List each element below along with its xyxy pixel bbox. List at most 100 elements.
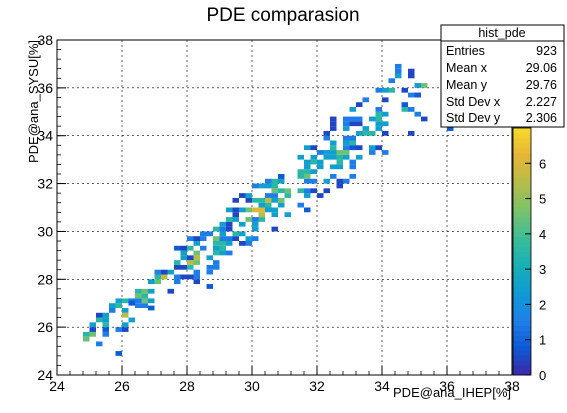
heatmap-cell: [343, 117, 350, 122]
palette-band: [513, 355, 531, 360]
heatmap-cell: [83, 332, 90, 337]
heatmap-cells: [83, 64, 454, 356]
palette-band: [513, 202, 531, 207]
heatmap-cell: [298, 155, 305, 160]
heatmap-cell: [421, 117, 428, 122]
palette-band: [513, 232, 531, 237]
heatmap-cell: [408, 74, 415, 79]
heatmap-cell: [246, 193, 253, 198]
heatmap-cell: [239, 241, 246, 246]
palette-band: [513, 276, 531, 281]
palette-band: [513, 212, 531, 217]
heatmap-cell: [382, 131, 389, 136]
heatmap-cell: [382, 112, 389, 117]
heatmap-cell: [259, 217, 266, 222]
heatmap-cell: [129, 318, 136, 323]
heatmap-cell: [213, 246, 220, 251]
y-tick-label: 32: [37, 176, 53, 192]
palette-band: [513, 296, 531, 301]
heatmap-cell: [376, 145, 383, 150]
heatmap-cell: [343, 121, 350, 126]
heatmap-cell: [239, 208, 246, 213]
heatmap-cell: [252, 184, 259, 189]
heatmap-cell: [96, 318, 103, 323]
palette-band: [513, 192, 531, 197]
heatmap-cell: [213, 260, 220, 265]
heatmap-cell: [213, 241, 220, 246]
heatmap-cell: [285, 212, 292, 217]
heatmap-cell: [343, 136, 350, 141]
heatmap-cell: [343, 150, 350, 155]
heatmap-cell: [298, 203, 305, 208]
stats-box: hist_pde Entries 923 Mean x 29.06 Mean y…: [441, 25, 564, 127]
palette-band: [513, 177, 531, 182]
heatmap-cell: [317, 164, 324, 169]
heatmap-cell: [389, 88, 396, 93]
heatmap-cell: [213, 227, 220, 232]
palette-tick-label: 1: [539, 333, 546, 348]
stats-std-x-value: 2.227: [526, 95, 557, 109]
palette-band: [513, 340, 531, 345]
heatmap-cell: [317, 150, 324, 155]
heatmap-cell: [246, 208, 253, 213]
heatmap-cell: [103, 332, 110, 337]
heatmap-cell: [356, 117, 363, 122]
palette-band: [513, 197, 531, 202]
heatmap-cell: [252, 217, 259, 222]
y-tick-label: 24: [37, 367, 53, 383]
heatmap-cell: [278, 188, 285, 193]
heatmap-cell: [122, 298, 129, 303]
heatmap-cell: [233, 231, 240, 236]
heatmap-cell: [103, 313, 110, 318]
palette-band: [513, 237, 531, 242]
palette-band: [513, 311, 531, 316]
heatmap-cell: [194, 279, 201, 284]
stats-std-y-label: Std Dev y: [446, 111, 501, 125]
heatmap-cell: [239, 231, 246, 236]
heatmap-cell: [395, 69, 402, 74]
heatmap-cell: [187, 236, 194, 241]
stats-entries-value: 923: [536, 44, 557, 58]
heatmap-cell: [96, 313, 103, 318]
heatmap-cell: [382, 150, 389, 155]
heatmap-cell: [135, 303, 142, 308]
palette-band: [513, 242, 531, 247]
heatmap-cell: [311, 179, 318, 184]
heatmap-cell: [194, 260, 201, 265]
palette-tick-label: 5: [539, 192, 546, 207]
heatmap-cell: [226, 241, 233, 246]
y-tick-label: 28: [37, 271, 53, 287]
heatmap-cell: [343, 145, 350, 150]
heatmap-cell: [168, 270, 175, 275]
heatmap-cell: [187, 260, 194, 265]
heatmap-cell-outlier: [304, 208, 311, 213]
heatmap-cell: [415, 83, 422, 88]
palette-band: [513, 222, 531, 227]
heatmap-cell: [363, 97, 370, 102]
y-axis: 2426283032343638: [37, 32, 66, 383]
heatmap-cell: [304, 193, 311, 198]
heatmap-cell: [376, 126, 383, 131]
palette-band: [513, 291, 531, 296]
heatmap-cell: [142, 298, 149, 303]
palette-band: [513, 365, 531, 370]
heatmap-cell: [116, 327, 123, 332]
heatmap-cell: [181, 255, 188, 260]
heatmap-cell-outlier: [402, 102, 409, 107]
palette-band: [513, 331, 531, 336]
heatmap-cell: [194, 270, 201, 275]
palette-band: [513, 148, 531, 153]
heatmap-cell: [272, 227, 279, 232]
heatmap-cell: [252, 236, 259, 241]
heatmap-cell: [285, 188, 292, 193]
stats-entries-label: Entries: [446, 44, 485, 58]
heatmap-cell: [226, 208, 233, 213]
heatmap-cell-outlier: [415, 93, 422, 98]
heatmap-cell: [304, 188, 311, 193]
x-tick-label: 30: [244, 378, 260, 394]
heatmap-cell: [187, 246, 194, 251]
heatmap-cell: [233, 212, 240, 217]
heatmap-cell: [356, 121, 363, 126]
palette-band: [513, 321, 531, 326]
palette-band: [513, 350, 531, 355]
